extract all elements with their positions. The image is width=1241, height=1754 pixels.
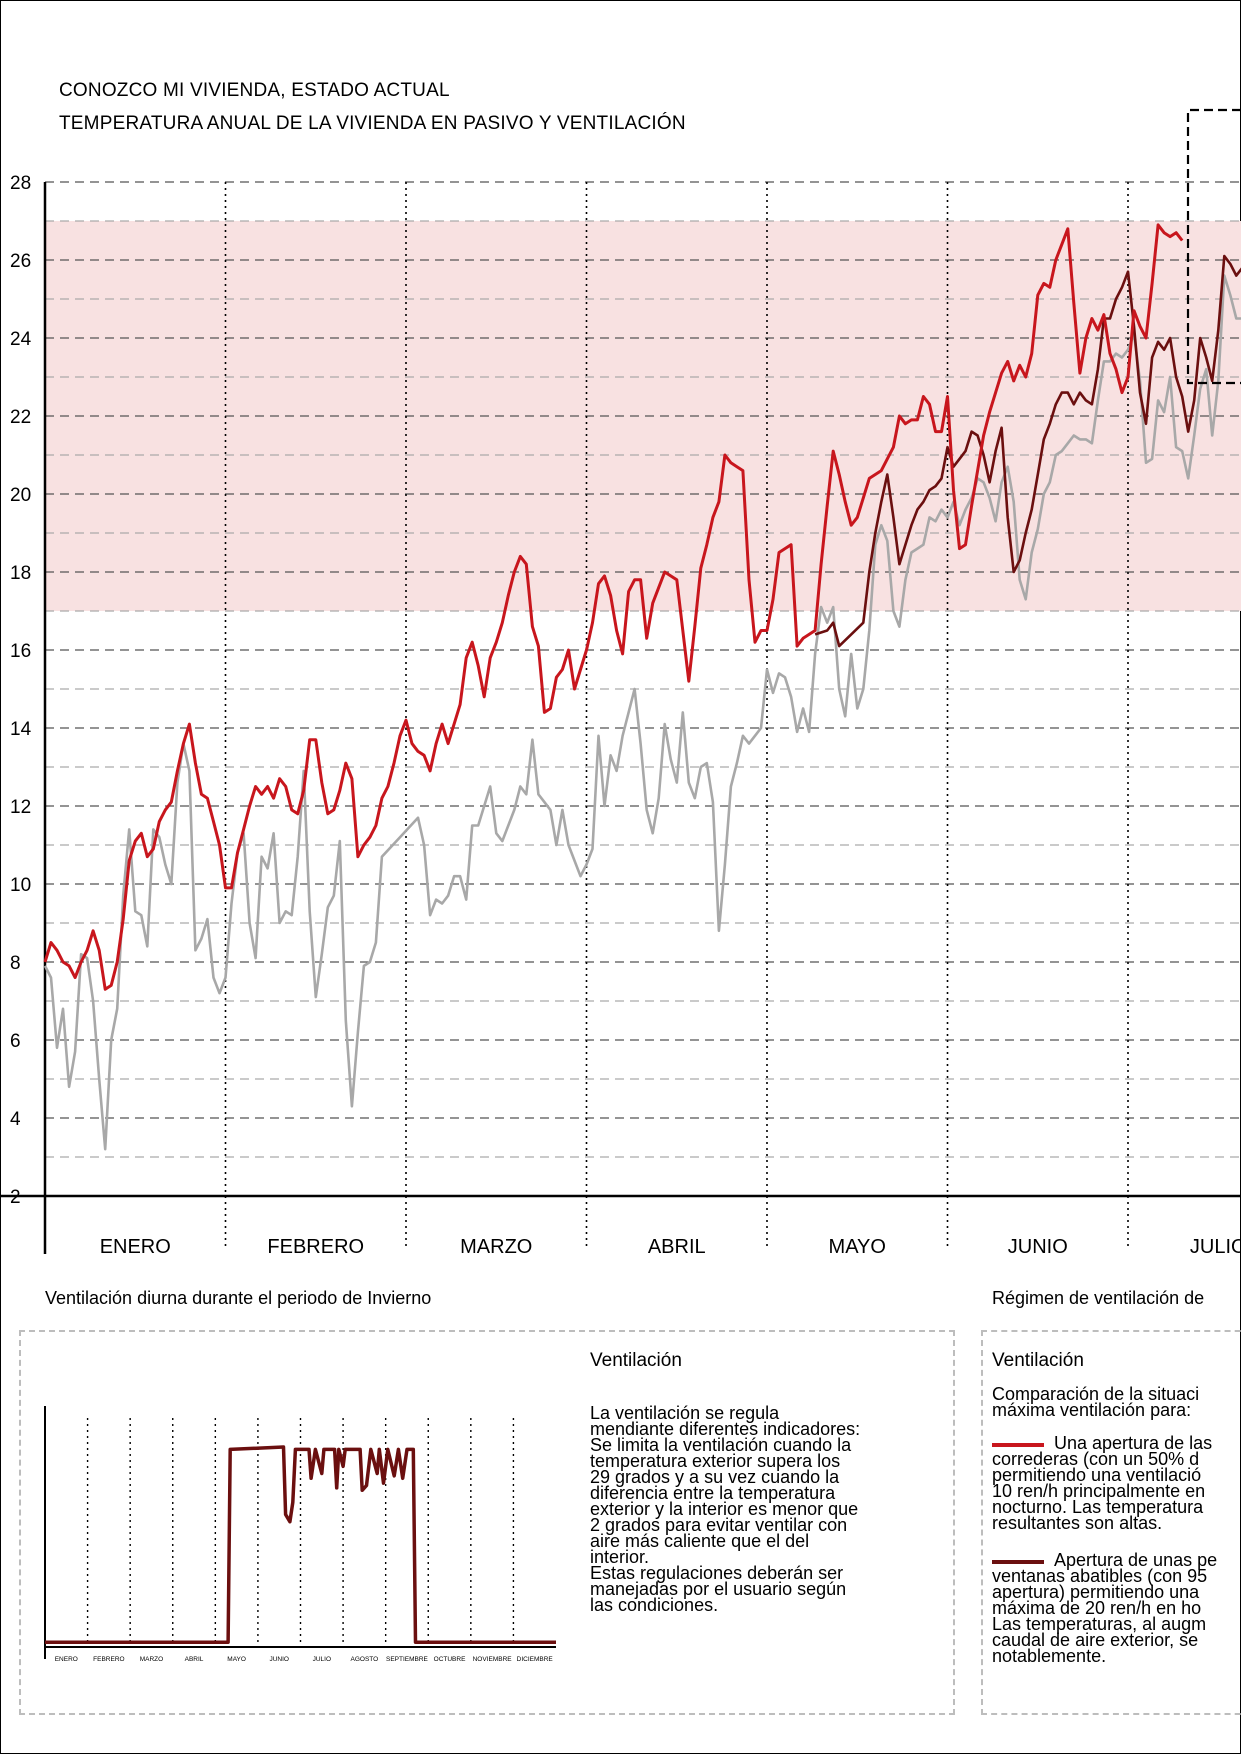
series-line-ventilacion_95 bbox=[814, 254, 1241, 648]
month-label: MARZO bbox=[460, 1236, 532, 1258]
text-line: Apertura de unas pe bbox=[1054, 1550, 1218, 1570]
text-line: resultantes son altas. bbox=[992, 1513, 1163, 1533]
text-line: apertura) permitiendo una bbox=[992, 1582, 1200, 1602]
text-line: 29 grados y a su vez cuando la bbox=[590, 1467, 840, 1487]
y-tick-label: 24 bbox=[10, 329, 32, 350]
right-panel-intro: Comparación de la situaci máxima ventilac… bbox=[992, 1384, 1200, 1420]
winter-ventilation-label: Ventilación diurna durante el periodo de… bbox=[45, 1288, 432, 1308]
text-line: 10 ren/h principalmente en bbox=[992, 1481, 1206, 1501]
chart-title: CONOZCO MI VIVIENDA, ESTADO ACTUAL bbox=[59, 80, 450, 101]
y-tick-label: 6 bbox=[10, 1031, 21, 1052]
text-line: mendiante diferentes indicadores: bbox=[590, 1419, 861, 1439]
y-tick-label: 20 bbox=[10, 485, 31, 506]
y-tick-label: 22 bbox=[10, 407, 31, 428]
ventilation-regime-label: Régimen de ventilación de bbox=[992, 1288, 1205, 1308]
text-line: Estas regulaciones deberán ser bbox=[590, 1563, 844, 1583]
text-line: Se limita la ventilación cuando la bbox=[590, 1435, 852, 1455]
y-tick-label: 14 bbox=[10, 719, 32, 740]
text-line: 2 grados para evitar ventilar con bbox=[590, 1515, 848, 1535]
month-label: JULIO bbox=[1190, 1236, 1241, 1258]
text-line: diferencia entre la temperatura bbox=[590, 1483, 836, 1503]
text-line: Las temperaturas, al augm bbox=[992, 1614, 1207, 1634]
y-tick-label: 18 bbox=[10, 563, 31, 584]
text-line: La ventilación se regula bbox=[590, 1403, 780, 1423]
text-line: máxima ventilación para: bbox=[992, 1400, 1192, 1420]
legend-swatch-95 bbox=[992, 1560, 1044, 1564]
text-line: ventanas abatibles (con 95 bbox=[992, 1566, 1208, 1586]
text-line: permitiendo una ventilació bbox=[992, 1465, 1202, 1485]
y-tick-label: 16 bbox=[10, 641, 31, 662]
text-line: correderas (con un 50% d bbox=[992, 1449, 1200, 1469]
text-line: Comparación de la situaci bbox=[992, 1384, 1200, 1404]
text-line: manejadas por el usuario según bbox=[590, 1579, 847, 1599]
month-label: FEBRERO bbox=[267, 1236, 364, 1258]
legend-text-95: Apertura de unas pe ventanas abatibles (c… bbox=[992, 1550, 1218, 1666]
y-tick-label: 2 bbox=[10, 1187, 21, 1208]
comfort-band bbox=[45, 221, 1241, 611]
left-panel-body: La ventilación se regula mendiante difere… bbox=[590, 1403, 861, 1615]
text-line: las condiciones. bbox=[590, 1595, 719, 1615]
text-line: máxima de 20 ren/h en ho bbox=[992, 1598, 1202, 1618]
text-line: interior. bbox=[590, 1547, 650, 1567]
month-label: MAYO bbox=[829, 1236, 886, 1258]
left-panel-title: Ventilación bbox=[590, 1350, 682, 1371]
text-line: exterior y la interior es menor que bbox=[590, 1499, 859, 1519]
text-line: Una apertura de las bbox=[1054, 1433, 1213, 1453]
ventilation-panel-right bbox=[981, 1330, 1241, 1715]
ventilation-panel-left bbox=[19, 1330, 955, 1715]
legend-swatch-50 bbox=[992, 1443, 1044, 1447]
series-line-ventilacion_50 bbox=[43, 223, 1184, 991]
text-line: temperatura exterior supera los bbox=[590, 1451, 841, 1471]
month-label: JUNIO bbox=[1008, 1236, 1068, 1258]
month-label: ABRIL bbox=[648, 1236, 706, 1258]
highlight-box bbox=[1186, 108, 1241, 385]
y-tick-label: 12 bbox=[10, 797, 31, 818]
text-line: aire más caliente que el del bbox=[590, 1531, 810, 1551]
text-line: notablemente. bbox=[992, 1646, 1107, 1666]
legend-text-50: Una apertura de las correderas (con un 50… bbox=[992, 1433, 1213, 1533]
y-tick-label: 28 bbox=[10, 173, 31, 194]
y-tick-label: 10 bbox=[10, 875, 31, 896]
chart-subtitle: TEMPERATURA ANUAL DE LA VIVIENDA EN PASI… bbox=[59, 113, 686, 134]
text-line: caudal de aire exterior, se bbox=[992, 1630, 1199, 1650]
y-tick-label: 26 bbox=[10, 251, 31, 272]
y-tick-label: 4 bbox=[10, 1109, 21, 1130]
text-line: nocturno. Las temperatura bbox=[992, 1497, 1204, 1517]
y-tick-label: 8 bbox=[10, 953, 21, 974]
right-panel-title: Ventilación bbox=[992, 1350, 1084, 1371]
month-label: ENERO bbox=[100, 1236, 171, 1258]
